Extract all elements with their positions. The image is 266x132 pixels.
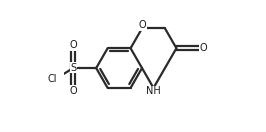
Text: O: O <box>69 86 77 96</box>
Text: S: S <box>70 63 76 73</box>
Text: NH: NH <box>146 86 161 96</box>
Text: Cl: Cl <box>47 74 57 84</box>
Text: O: O <box>139 20 147 30</box>
Text: O: O <box>69 40 77 50</box>
Text: O: O <box>199 43 207 53</box>
